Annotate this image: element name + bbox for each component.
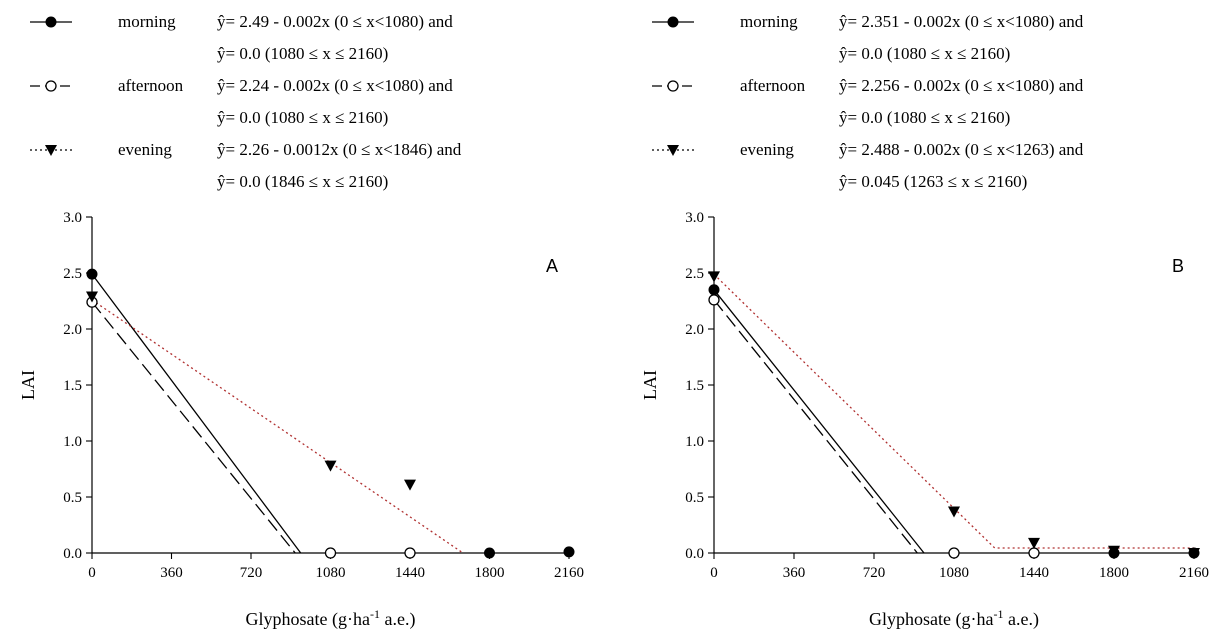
x-tick-label: 2160 bbox=[1179, 565, 1209, 581]
y-axis-label: LAI bbox=[18, 370, 38, 400]
legend-label-evening: evening bbox=[740, 140, 794, 159]
fit-line-afternoon bbox=[91, 301, 296, 554]
panel-label: A bbox=[546, 256, 558, 276]
y-tick-label: 0.5 bbox=[63, 490, 82, 506]
x-tick-label: 720 bbox=[863, 565, 886, 581]
y-tick-label: 1.0 bbox=[685, 434, 704, 450]
data-point-morning bbox=[563, 546, 575, 558]
x-tick-label: 0 bbox=[710, 565, 718, 581]
y-tick-label: 2.0 bbox=[63, 322, 82, 338]
data-point-morning bbox=[484, 547, 495, 559]
data-point-evening bbox=[404, 479, 416, 491]
legend-marker-afternoon bbox=[667, 80, 679, 92]
legend-equation: ŷ= 2.26 - 0.0012x (0 ≤ x<1846) and bbox=[217, 140, 462, 159]
data-point-afternoon bbox=[708, 294, 720, 306]
y-tick-label: 0.0 bbox=[63, 546, 82, 562]
fit-line-morning bbox=[91, 273, 302, 554]
data-point-morning bbox=[86, 268, 98, 280]
data-point-afternoon bbox=[404, 547, 416, 559]
x-tick-label: 2160 bbox=[554, 565, 584, 581]
fit-line-morning bbox=[713, 289, 925, 554]
legend-equation: ŷ= 0.0 (1080 ≤ x ≤ 2160) bbox=[839, 44, 1010, 63]
data-point-evening bbox=[708, 271, 720, 283]
y-tick-label: 1.5 bbox=[685, 378, 704, 394]
legend-label-evening: evening bbox=[118, 140, 172, 159]
x-tick-label: 1800 bbox=[475, 565, 505, 581]
data-point-evening bbox=[1188, 548, 1200, 559]
data-point-evening bbox=[948, 506, 960, 518]
fit-line-evening bbox=[91, 299, 464, 554]
legend-equation: ŷ= 0.045 (1263 ≤ x ≤ 2160) bbox=[839, 172, 1027, 191]
panel-label: B bbox=[1172, 256, 1184, 276]
data-point-evening bbox=[324, 460, 337, 472]
legend-marker-morning bbox=[667, 16, 679, 28]
data-point-evening bbox=[1028, 537, 1040, 549]
chart-panel-b: 0.0 0.5 1.0 1.5 2.0 2.5 3.0 0 360 720 1080 1440 1800… bbox=[640, 12, 1209, 630]
chart-panel-a: 0.0 0.5 1.0 1.5 2.0 2.5 3.0 0 360 720 1080 1440 1800… bbox=[18, 12, 584, 630]
legend-marker-morning bbox=[45, 16, 57, 28]
x-tick-label: 360 bbox=[783, 565, 806, 581]
x-tick-label: 1080 bbox=[316, 565, 346, 581]
x-tick-label: 1800 bbox=[1099, 565, 1129, 581]
legend-equation: ŷ= 2.256 - 0.002x (0 ≤ x<1080) and bbox=[839, 76, 1084, 95]
y-axis-label: LAI bbox=[640, 370, 660, 400]
legend-equation: ŷ= 0.0 (1080 ≤ x ≤ 2160) bbox=[839, 108, 1010, 127]
fit-line-afternoon bbox=[713, 299, 918, 554]
data-point-evening bbox=[86, 291, 98, 303]
legend-equation: ŷ= 2.351 - 0.002x (0 ≤ x<1080) and bbox=[839, 12, 1084, 31]
y-tick-label: 2.0 bbox=[685, 322, 704, 338]
legend-equation: ŷ= 0.0 (1080 ≤ x ≤ 2160) bbox=[217, 44, 388, 63]
legend-equation: ŷ= 0.0 (1080 ≤ x ≤ 2160) bbox=[217, 108, 388, 127]
x-tick-label: 0 bbox=[88, 565, 96, 581]
x-tick-label: 360 bbox=[160, 565, 183, 581]
legend-marker-afternoon bbox=[45, 80, 57, 92]
y-tick-label: 3.0 bbox=[63, 210, 82, 226]
y-tick-label: 1.0 bbox=[63, 434, 82, 450]
y-tick-label: 3.0 bbox=[685, 210, 704, 226]
data-point-morning bbox=[708, 284, 720, 296]
legend-equation: ŷ= 2.24 - 0.002x (0 ≤ x<1080) and bbox=[217, 76, 453, 95]
legend-marker-evening bbox=[45, 145, 57, 156]
y-tick-label: 0.0 bbox=[685, 546, 704, 562]
legend-equation: ŷ= 2.488 - 0.002x (0 ≤ x<1263) and bbox=[839, 140, 1084, 159]
legend-label-morning: morning bbox=[740, 12, 798, 31]
x-tick-label: 1440 bbox=[1019, 565, 1049, 581]
data-point-evening bbox=[1108, 545, 1120, 557]
data-point-afternoon bbox=[324, 547, 337, 559]
fit-line-evening bbox=[713, 273, 1194, 549]
legend-equation: ŷ= 2.49 - 0.002x (0 ≤ x<1080) and bbox=[217, 12, 453, 31]
legend-label-morning: morning bbox=[118, 12, 176, 31]
x-tick-label: 1080 bbox=[939, 565, 969, 581]
x-tick-label: 720 bbox=[240, 565, 263, 581]
y-tick-label: 2.5 bbox=[63, 266, 82, 282]
y-tick-label: 0.5 bbox=[685, 490, 704, 506]
x-tick-label: 1440 bbox=[395, 565, 425, 581]
data-point-afternoon bbox=[948, 547, 960, 559]
legend-equation: ŷ= 0.0 (1846 ≤ x ≤ 2160) bbox=[217, 172, 388, 191]
data-point-afternoon bbox=[1028, 547, 1040, 559]
legend-label-afternoon: afternoon bbox=[740, 76, 806, 95]
x-axis-label: Glyphosate (g·ha-1 a.e.) bbox=[869, 607, 1039, 630]
legend-label-afternoon: afternoon bbox=[118, 76, 184, 95]
legend-marker-evening bbox=[667, 145, 679, 156]
y-tick-label: 2.5 bbox=[685, 266, 704, 282]
x-axis-label: Glyphosate (g·ha-1 a.e.) bbox=[246, 607, 416, 630]
y-tick-label: 1.5 bbox=[63, 378, 82, 394]
